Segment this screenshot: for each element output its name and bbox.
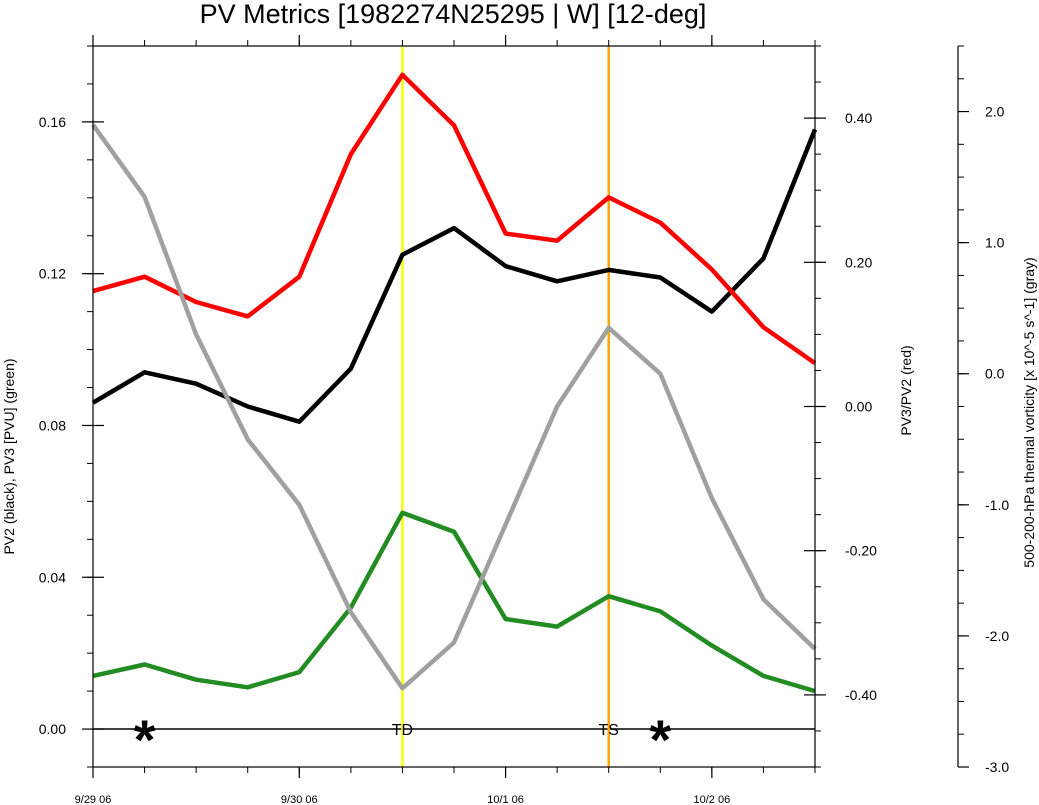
far-right-tick-label: 1.0 xyxy=(985,235,1005,251)
chart-title: PV Metrics [1982274N25295 | W] [12-deg] xyxy=(200,0,707,29)
left-tick-label: 0.00 xyxy=(39,721,66,737)
x-tick-label: 9/30 06 xyxy=(281,794,318,805)
right-tick-label: -0.40 xyxy=(845,687,877,703)
right-tick-label: 0.40 xyxy=(845,110,872,126)
right-tick-label: 0.00 xyxy=(845,399,872,415)
x-tick-label: 10/1 06 xyxy=(487,794,524,805)
star-marker-0: * xyxy=(134,708,156,771)
series-line-0 xyxy=(91,128,818,424)
series-line-3 xyxy=(91,123,817,691)
far-right-axis-label: 500-200-hPa thermal vorticity [x 10^-5 s… xyxy=(1021,257,1037,567)
left-axis-label: PV2 (black), PV3 [PVU] (green) xyxy=(1,358,17,554)
far-right-tick-label: -1.0 xyxy=(985,497,1009,513)
right-axis-label: PV3/PV2 (red) xyxy=(898,345,914,435)
left-tick-label: 0.08 xyxy=(39,417,66,433)
series-line-1 xyxy=(92,510,816,694)
x-tick-label: 9/29 06 xyxy=(75,794,112,805)
right-tick-label: -0.20 xyxy=(845,543,877,559)
left-tick-label: 0.12 xyxy=(39,266,66,282)
left-tick-label: 0.04 xyxy=(39,569,66,585)
left-tick-label: 0.16 xyxy=(39,114,66,130)
event-label-td: TD xyxy=(392,722,413,739)
star-marker-1: * xyxy=(649,708,671,771)
far-right-tick-label: 2.0 xyxy=(985,104,1005,120)
event-label-ts: TS xyxy=(598,722,618,739)
plot-frame xyxy=(92,45,816,768)
series-line-2 xyxy=(92,72,817,366)
far-right-tick-label: -3.0 xyxy=(985,759,1009,775)
right-tick-label: 0.20 xyxy=(845,254,872,270)
far-right-tick-label: 0.0 xyxy=(985,366,1005,382)
x-tick-label: 10/2 06 xyxy=(694,794,731,805)
far-right-tick-label: -2.0 xyxy=(985,628,1009,644)
